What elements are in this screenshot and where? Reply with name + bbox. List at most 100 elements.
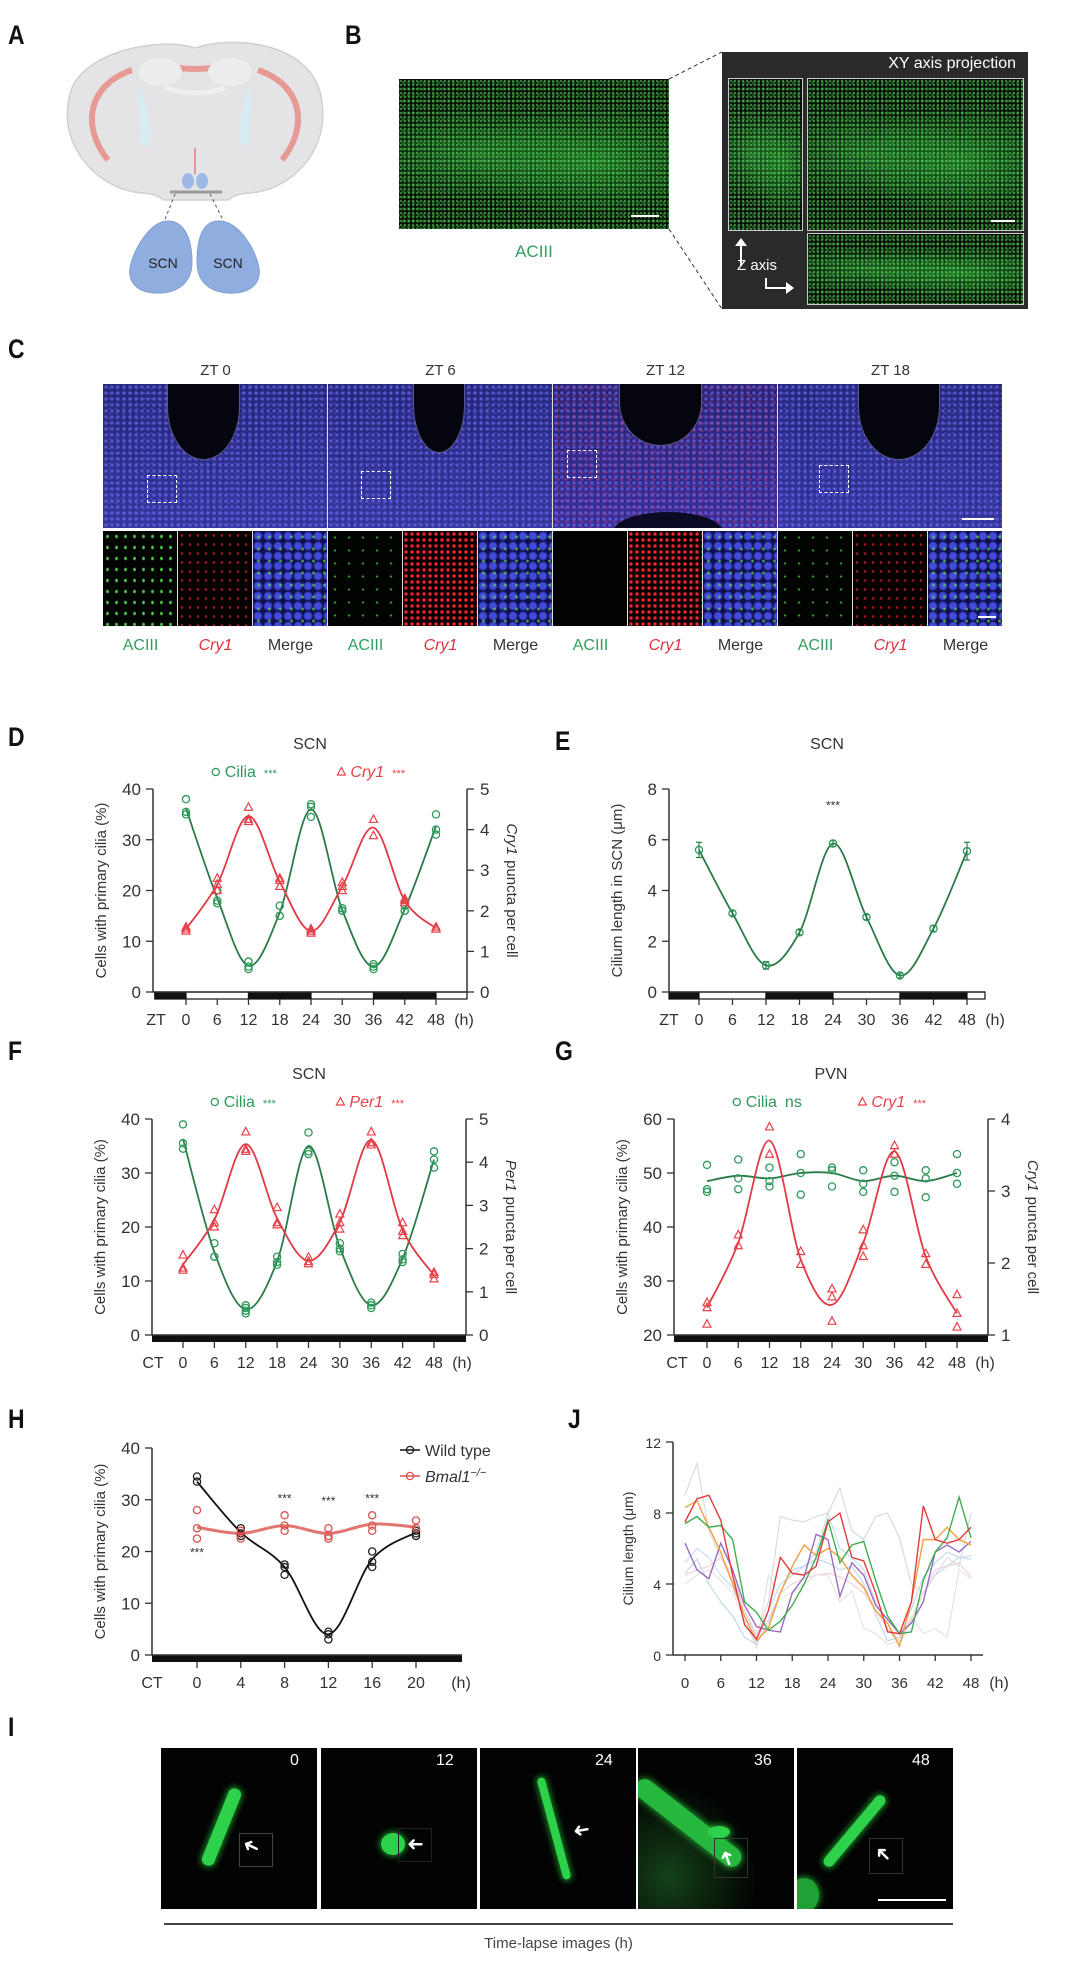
y2-axis-title-gene: Cry1: [1024, 1160, 1041, 1192]
data-point: [952, 1179, 962, 1189]
light-dark-bar-light: [832, 991, 901, 1000]
y2-tick-label: 0: [480, 983, 489, 1002]
data-point: [921, 1193, 931, 1202]
data-point: [324, 1635, 333, 1644]
legend-marker: [211, 767, 221, 777]
data-point: [827, 1315, 837, 1325]
data-point: [795, 1245, 806, 1256]
y-tick-label: 20: [643, 1326, 662, 1345]
inset-zt12-merge: [703, 531, 778, 626]
arrow-icon: ➜: [407, 1833, 424, 1855]
x-tick-label: 36: [891, 1012, 909, 1029]
data-point: [304, 1128, 313, 1137]
scn-label-left: SCN: [148, 255, 178, 271]
data-point: [337, 906, 347, 916]
chart-title: SCN: [292, 1066, 326, 1083]
data-point: [240, 1145, 251, 1155]
cilium: [381, 1833, 405, 1855]
data-point: [399, 892, 410, 903]
x-tick-label: 42: [394, 1355, 412, 1372]
x-tick-label: 6: [210, 1355, 219, 1372]
x-tick-label: 12: [757, 1012, 775, 1029]
x-tick-label: 48: [963, 1675, 980, 1692]
channel-label-cry1: Cry1: [648, 637, 683, 654]
legend-marker: [405, 1471, 415, 1481]
series-trace-2: [684, 1556, 972, 1642]
data-point: [366, 1126, 377, 1136]
x-tick-label: 4: [236, 1675, 245, 1692]
data-point: [734, 1184, 743, 1194]
x-prefix-label: ZT: [146, 1012, 166, 1029]
data-point: [827, 1163, 837, 1172]
channel-label-merge: Merge: [717, 637, 764, 654]
striatum-right: [208, 58, 252, 86]
data-point: [431, 810, 441, 819]
constant-darkness-bar: [152, 1655, 462, 1662]
data-point: [280, 1570, 289, 1580]
data-point: [761, 961, 771, 970]
x-tick-label: 12: [320, 1675, 338, 1692]
data-point: [212, 878, 223, 889]
data-point: [920, 1258, 931, 1269]
brain-schematic: SCN SCN: [66, 41, 324, 294]
series-trace-3: [684, 1568, 972, 1650]
data-point: [411, 1529, 421, 1538]
data-point: [733, 1229, 744, 1239]
data-point: [827, 1166, 837, 1175]
data-point: [929, 924, 938, 933]
data-point: [411, 1516, 421, 1525]
data-point: [398, 1257, 407, 1267]
legend-label: Per1 ***: [349, 1094, 404, 1111]
significance-annotation: ***: [190, 1546, 204, 1560]
y-tick-label: 0: [131, 1646, 140, 1665]
scn-overview-strip: [103, 384, 1002, 528]
x-tick-label: 18: [268, 1355, 286, 1372]
inset-box: [819, 465, 849, 493]
data-point: [192, 1477, 202, 1486]
y-tick-label: 40: [121, 1439, 140, 1458]
data-point: [952, 1307, 962, 1317]
channel-label-merge: Merge: [267, 637, 314, 654]
channel-label-cry1: Cry1: [873, 637, 908, 654]
scn-lobe-right: [196, 220, 260, 294]
x-tick-label: 48: [427, 1012, 445, 1029]
x-tick-label: 0: [193, 1675, 202, 1692]
x-tick-label: 30: [333, 1012, 351, 1029]
series-trace-5: [684, 1533, 972, 1635]
x-prefix-label: CT: [142, 1355, 164, 1372]
trace-line: [684, 1533, 972, 1635]
fit-curve: [706, 1139, 958, 1314]
ventricle-left: [138, 86, 150, 147]
data-point: [858, 1224, 869, 1234]
inset-box: [147, 475, 177, 503]
legend-label: Cilia ***: [225, 764, 278, 781]
data-point: [304, 1147, 313, 1156]
inset-zt12-cry1: [628, 531, 703, 626]
data-point: [209, 1203, 220, 1214]
data-point: [178, 1262, 188, 1272]
optic-chiasm-region: [613, 512, 723, 528]
frame-time-48: 48: [912, 1752, 930, 1769]
data-point: [795, 928, 804, 937]
y2-tick-label: 2: [480, 902, 489, 921]
legend-label: Cilia ***: [224, 1094, 277, 1111]
panel-label-i: I: [8, 1712, 15, 1742]
data-point: [178, 1144, 188, 1153]
fit-curve: [182, 1138, 435, 1311]
trace-line: [684, 1499, 972, 1649]
y2-tick-label: 2: [1001, 1254, 1010, 1273]
y-tick-label: 10: [122, 932, 141, 951]
data-point: [178, 1120, 188, 1129]
y2-tick-label: 3: [480, 861, 489, 880]
data-point: [280, 1511, 289, 1520]
roi-box: [239, 1833, 273, 1867]
y-tick-label: 60: [643, 1110, 662, 1129]
inset-zt18-cry1: [853, 531, 928, 626]
x-unit-label: (h): [452, 1355, 472, 1372]
timepoint-zt6: ZT 6: [425, 362, 456, 379]
inset-zt6-acIII: [328, 531, 403, 626]
zoom-line-left: [163, 193, 176, 223]
fit-curve: [196, 1481, 417, 1636]
x-tick-label: 6: [213, 1012, 222, 1029]
